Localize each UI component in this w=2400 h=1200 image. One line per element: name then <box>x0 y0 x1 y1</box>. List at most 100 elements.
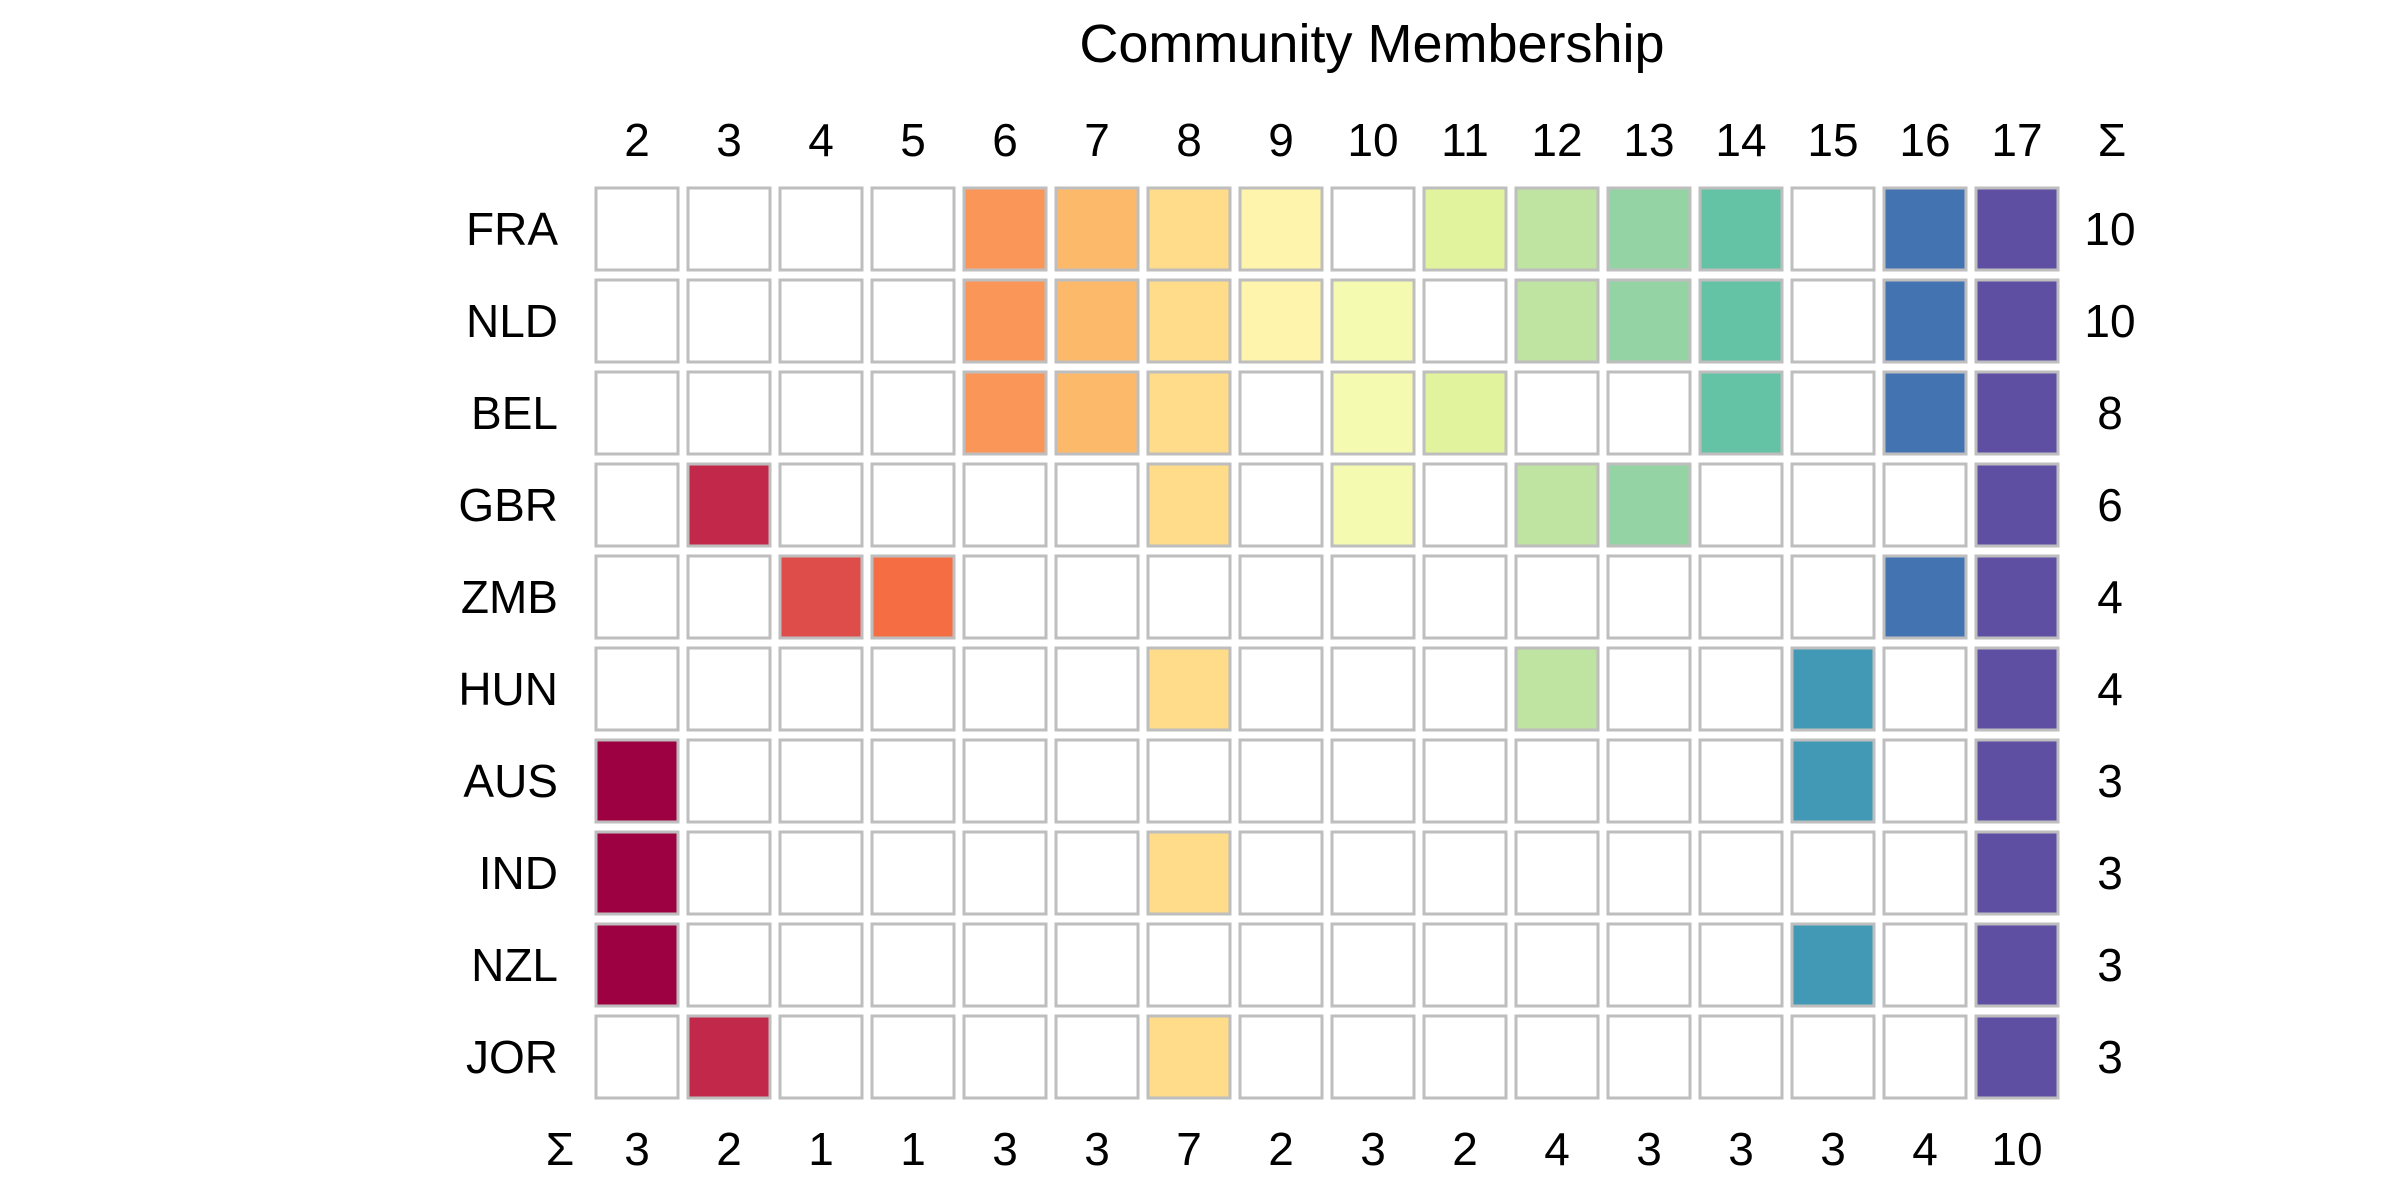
membership-cell-empty <box>1514 830 1600 916</box>
membership-cell-filled <box>1882 554 1968 640</box>
membership-cell-empty <box>1882 1014 1968 1100</box>
membership-cell-filled <box>1514 646 1600 732</box>
membership-cell-empty <box>1790 1014 1876 1100</box>
membership-cell-empty <box>594 278 680 364</box>
membership-cell-empty <box>870 830 956 916</box>
membership-cell-empty <box>962 462 1048 548</box>
membership-cell-filled <box>1054 370 1140 456</box>
membership-cell-empty <box>1514 554 1600 640</box>
membership-cell-empty <box>594 370 680 456</box>
membership-cell-empty <box>870 186 956 272</box>
row-total: 3 <box>2097 847 2123 899</box>
membership-cell-empty <box>778 922 864 1008</box>
membership-cell-empty <box>870 1014 956 1100</box>
membership-cell-empty <box>1330 738 1416 824</box>
membership-cell-empty <box>686 830 772 916</box>
membership-cell-filled <box>1054 186 1140 272</box>
row-label: FRA <box>466 203 558 255</box>
membership-cell-empty <box>1054 830 1140 916</box>
membership-cell-empty <box>962 646 1048 732</box>
membership-cell-filled <box>1974 462 2060 548</box>
column-header: 16 <box>1899 114 1950 166</box>
membership-cell-empty <box>1054 1014 1140 1100</box>
membership-cell-filled <box>1698 370 1784 456</box>
membership-cell-empty <box>1606 646 1692 732</box>
membership-cell-empty <box>686 370 772 456</box>
membership-cell-empty <box>1054 738 1140 824</box>
membership-cell-filled <box>1974 370 2060 456</box>
row-total: 3 <box>2097 939 2123 991</box>
membership-cell-empty <box>1514 370 1600 456</box>
membership-cell-filled <box>1330 462 1416 548</box>
membership-cell-empty <box>1790 830 1876 916</box>
column-header: 15 <box>1807 114 1858 166</box>
membership-cell-filled <box>962 186 1048 272</box>
membership-cell-empty <box>1514 922 1600 1008</box>
membership-cell-filled <box>1974 830 2060 916</box>
membership-cell-empty <box>686 554 772 640</box>
column-header: 4 <box>808 114 834 166</box>
membership-cell-filled <box>1698 278 1784 364</box>
membership-cell-filled <box>1790 738 1876 824</box>
membership-cell-empty <box>1238 922 1324 1008</box>
membership-cell-filled <box>870 554 956 640</box>
column-header: 10 <box>1347 114 1398 166</box>
membership-cell-empty <box>1330 646 1416 732</box>
row-total-header: Σ <box>2098 114 2126 166</box>
row-label: HUN <box>458 663 558 715</box>
row-total: 3 <box>2097 755 2123 807</box>
membership-cell-empty <box>686 738 772 824</box>
membership-cell-filled <box>1974 186 2060 272</box>
membership-cell-filled <box>1146 830 1232 916</box>
membership-cell-filled <box>1790 646 1876 732</box>
membership-cell-filled <box>1882 186 1968 272</box>
membership-cell-filled <box>1146 186 1232 272</box>
membership-cell-filled <box>1422 186 1508 272</box>
column-total-label: Σ <box>546 1123 574 1175</box>
membership-cell-empty <box>1882 738 1968 824</box>
membership-cell-empty <box>1790 370 1876 456</box>
membership-cell-empty <box>962 830 1048 916</box>
membership-cell-empty <box>1054 922 1140 1008</box>
membership-cell-empty <box>1606 922 1692 1008</box>
membership-cell-empty <box>778 186 864 272</box>
membership-cell-filled <box>686 1014 772 1100</box>
membership-cell-empty <box>1238 646 1324 732</box>
membership-cell-filled <box>1606 462 1692 548</box>
column-total: 1 <box>808 1123 834 1175</box>
column-total: 3 <box>624 1123 650 1175</box>
membership-cell-filled <box>1146 278 1232 364</box>
membership-cell-filled <box>1974 738 2060 824</box>
membership-cell-empty <box>870 278 956 364</box>
membership-cell-empty <box>594 554 680 640</box>
membership-cell-empty <box>1422 830 1508 916</box>
column-total: 3 <box>992 1123 1018 1175</box>
membership-cell-empty <box>1422 1014 1508 1100</box>
membership-cell-empty <box>1238 370 1324 456</box>
row-total: 6 <box>2097 479 2123 531</box>
membership-cell-empty <box>1330 554 1416 640</box>
membership-cell-empty <box>1330 922 1416 1008</box>
membership-cell-empty <box>1790 554 1876 640</box>
membership-cell-empty <box>1698 554 1784 640</box>
column-header: 6 <box>992 114 1018 166</box>
membership-cell-empty <box>1698 738 1784 824</box>
membership-cell-empty <box>1606 738 1692 824</box>
membership-cell-empty <box>1238 462 1324 548</box>
membership-cell-filled <box>594 830 680 916</box>
membership-cell-empty <box>1330 1014 1416 1100</box>
membership-cell-empty <box>1238 830 1324 916</box>
row-label: JOR <box>466 1031 558 1083</box>
membership-cell-filled <box>1514 462 1600 548</box>
membership-cell-empty <box>1238 1014 1324 1100</box>
chart-title: Community Membership <box>1079 14 1664 74</box>
membership-cell-filled <box>1146 646 1232 732</box>
membership-cell-empty <box>1606 370 1692 456</box>
membership-cell-empty <box>1606 830 1692 916</box>
membership-cell-empty <box>594 646 680 732</box>
column-total: 7 <box>1176 1123 1202 1175</box>
membership-cell-empty <box>962 738 1048 824</box>
membership-cell-empty <box>778 370 864 456</box>
membership-cell-filled <box>1422 370 1508 456</box>
column-header: 17 <box>1991 114 2042 166</box>
